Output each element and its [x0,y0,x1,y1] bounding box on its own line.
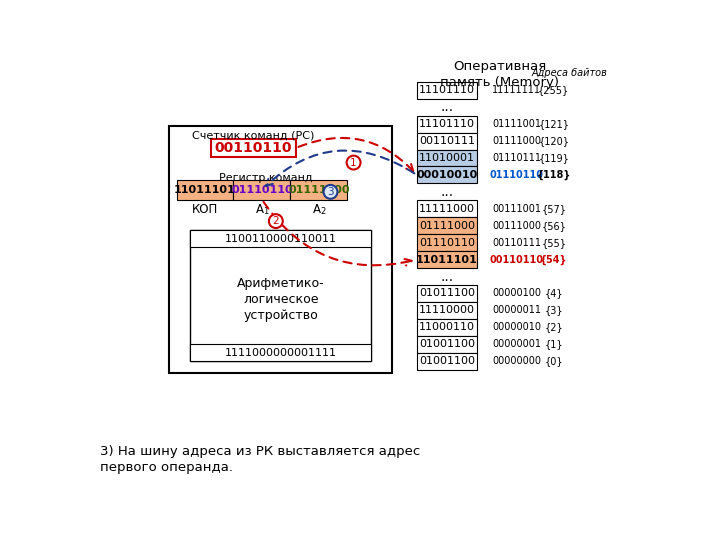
Bar [190,231,372,247]
Circle shape [269,214,283,228]
Text: 01111000: 01111000 [419,221,474,231]
Text: Адреса байтов: Адреса байтов [531,68,607,78]
Bar [190,231,372,361]
Circle shape [323,185,338,199]
Bar [417,234,477,251]
Text: 00110110: 00110110 [490,255,544,265]
Text: {119}: {119} [539,153,570,163]
Text: 00000010: 00000010 [492,322,541,332]
Text: 00110111: 00110111 [492,238,541,248]
Bar [417,336,477,353]
Text: ...: ... [440,100,454,114]
Text: ...: ... [440,269,454,284]
Text: {54}: {54} [540,254,567,265]
Bar [190,345,372,361]
Text: 11000110: 11000110 [419,322,474,332]
Bar [168,126,392,373]
Text: 11101110: 11101110 [419,85,474,95]
Text: 01110110: 01110110 [490,170,544,180]
Text: 1: 1 [351,158,357,167]
Text: {255}: {255} [538,85,570,95]
Bar [417,217,477,234]
Text: 11111111: 11111111 [492,85,541,95]
Bar [417,353,477,370]
Text: 11011101: 11011101 [174,185,236,194]
Text: 11011101: 11011101 [416,255,477,265]
Text: КОП: КОП [192,203,218,216]
Text: 11110000: 11110000 [419,306,474,315]
Bar [176,179,233,200]
Bar [417,82,477,99]
Text: 00111000: 00111000 [492,221,541,231]
Text: Регистр команд: Регистр команд [219,173,312,183]
Text: 00000011: 00000011 [492,306,541,315]
Text: 11010001: 11010001 [419,153,474,163]
Text: {56}: {56} [541,221,566,231]
Text: {118}: {118} [536,170,571,180]
Text: 3) На шину адреса из РК выставляется адрес
первого операнда.: 3) На шину адреса из РК выставляется адр… [99,444,420,474]
Text: 3: 3 [327,187,334,197]
Bar [417,319,477,336]
Text: 01110110: 01110110 [231,185,293,194]
Text: 01111000: 01111000 [492,136,541,146]
Bar [417,285,477,302]
Text: Счетчик команд (PC): Счетчик команд (PC) [192,131,315,140]
Text: {3}: {3} [544,306,563,315]
Text: 1100110000110011: 1100110000110011 [225,234,337,244]
Text: {121}: {121} [539,119,570,129]
Circle shape [346,156,361,170]
Bar [417,116,477,132]
Text: 1: 1 [264,207,269,215]
Text: 01001100: 01001100 [419,356,474,366]
Bar [290,179,348,200]
Text: {2}: {2} [544,322,563,332]
Text: 01111000: 01111000 [288,185,350,194]
Text: {4}: {4} [544,288,563,299]
Text: 00111001: 00111001 [492,204,541,214]
Text: 2: 2 [272,216,279,226]
Text: 00110111: 00110111 [419,136,474,146]
Bar [417,150,477,166]
Text: 00110110: 00110110 [215,141,292,155]
Text: {0}: {0} [544,356,563,366]
Bar [233,179,290,200]
Text: ...: ... [440,185,454,199]
Bar [417,166,477,184]
Text: 00010010: 00010010 [416,170,477,180]
Text: 1111000000001111: 1111000000001111 [225,348,337,358]
Text: 11101110: 11101110 [419,119,474,129]
Text: Оперативная
память (Memory): Оперативная память (Memory) [441,59,559,89]
Text: A: A [256,203,264,216]
Text: 01001100: 01001100 [419,339,474,349]
Text: {55}: {55} [541,238,567,248]
Text: 00000100: 00000100 [492,288,541,299]
Text: A: A [312,203,320,216]
Bar [417,200,477,217]
Bar [417,251,477,268]
Text: 00000001: 00000001 [492,339,541,349]
Text: 2: 2 [320,207,325,215]
Text: 01111001: 01111001 [492,119,541,129]
Bar [417,302,477,319]
Text: 01011100: 01011100 [419,288,474,299]
Text: 01110110: 01110110 [419,238,474,248]
Text: {120}: {120} [539,136,570,146]
Bar [211,139,296,157]
Text: 00000000: 00000000 [492,356,541,366]
Bar [417,132,477,150]
Text: 01110111: 01110111 [492,153,541,163]
Text: Арифметико-
логическое
устройство: Арифметико- логическое устройство [237,277,325,322]
Text: {57}: {57} [541,204,567,214]
Text: 11111000: 11111000 [419,204,474,214]
Text: {1}: {1} [544,339,563,349]
